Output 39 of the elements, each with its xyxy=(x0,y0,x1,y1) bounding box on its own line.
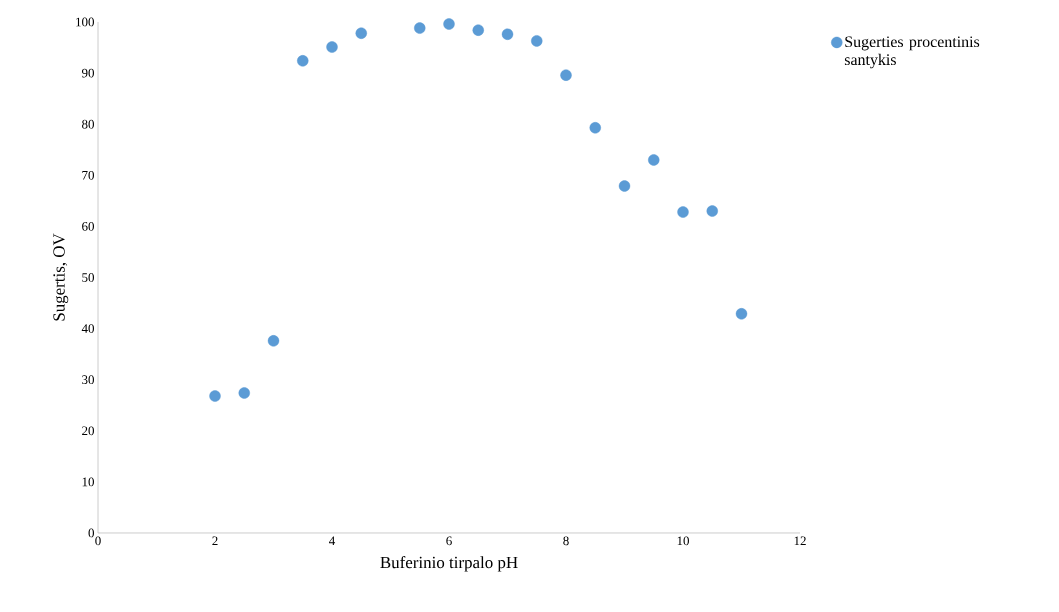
x-tick-label: 0 xyxy=(95,536,101,546)
y-tick-label: 10 xyxy=(82,477,94,487)
x-tick-label: 10 xyxy=(677,536,689,546)
y-tick-label: 40 xyxy=(81,324,94,333)
y-tick-label: 0 xyxy=(88,528,94,538)
y-tick-label: 30 xyxy=(82,375,94,385)
point xyxy=(472,24,484,36)
point xyxy=(706,205,718,217)
point xyxy=(326,41,338,53)
y-tick-label: 70 xyxy=(82,170,94,180)
point xyxy=(531,35,543,47)
y-tick-label: 50 xyxy=(82,273,94,282)
y-tick-label: 60 xyxy=(82,222,94,231)
x-tick-label: 6 xyxy=(446,536,452,546)
point xyxy=(677,206,689,218)
y-tick-label: 20 xyxy=(82,426,94,436)
point xyxy=(443,18,455,30)
y-axis-title: Sugertis, OV xyxy=(53,233,69,321)
y-tick-label: 90 xyxy=(81,68,94,78)
x-tick-label: 8 xyxy=(563,536,569,546)
point xyxy=(560,69,572,81)
point xyxy=(589,122,601,134)
x-tick-label: 4 xyxy=(329,536,336,546)
y-tick-label: 80 xyxy=(82,119,94,129)
point xyxy=(297,55,309,67)
point xyxy=(735,308,748,320)
point xyxy=(238,387,250,399)
point xyxy=(648,154,660,166)
point xyxy=(414,22,426,34)
x-tick-label: 2 xyxy=(212,536,218,546)
legend-label: Sugerties procentinis santykis xyxy=(844,36,980,69)
point xyxy=(618,180,631,192)
x-tick-label: 12 xyxy=(794,536,806,546)
point xyxy=(209,390,221,402)
point xyxy=(355,27,367,39)
x-axis-title: Buferinio tirpalo pH xyxy=(380,556,518,572)
y-tick-label: 100 xyxy=(76,17,94,27)
point xyxy=(267,335,280,347)
point xyxy=(501,28,514,40)
